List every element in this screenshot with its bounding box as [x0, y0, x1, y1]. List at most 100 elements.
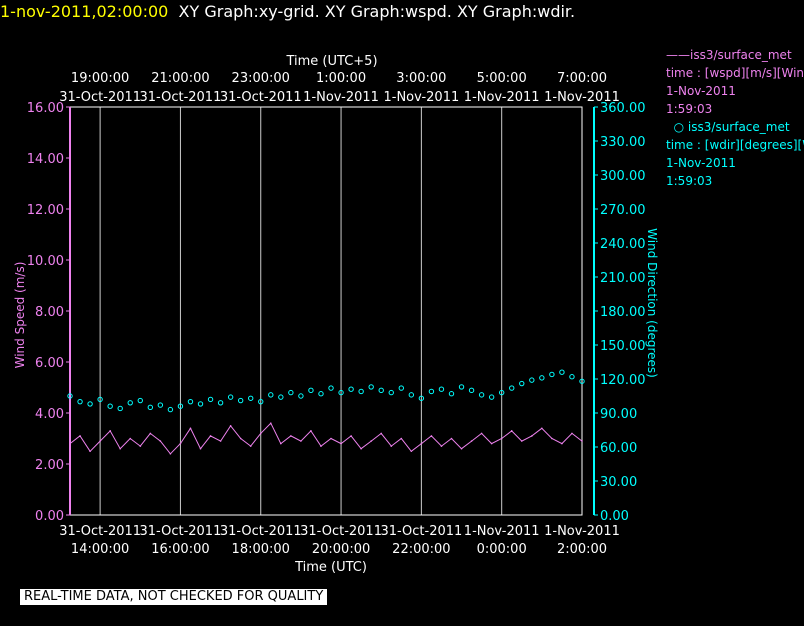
x-top-tick-time: 7:00:00: [557, 71, 607, 86]
series-wspd-point: [159, 440, 162, 442]
legend-wspd-date: 1-Nov-2011: [666, 84, 736, 98]
y-left-tick-label: 10.00: [27, 254, 64, 269]
series-wspd-point: [139, 445, 142, 447]
series-wspd-point: [490, 442, 493, 445]
series-wdir-point: [428, 388, 435, 395]
x-top-tick-time: 3:00:00: [396, 71, 446, 86]
x-bottom-tick-time: 18:00:00: [232, 542, 290, 557]
series-wdir-point: [488, 394, 495, 400]
y-left-tick-label: 16.00: [27, 101, 64, 116]
series-wspd-point: [430, 435, 433, 437]
legend-wdir-time: 1:59:03: [666, 174, 713, 188]
series-wdir-point: [478, 392, 485, 398]
series-wdir-point: [258, 398, 264, 405]
series-wdir-point: [157, 402, 164, 408]
series-wspd-point: [360, 447, 362, 450]
series-wdir-point: [97, 396, 103, 403]
legend-wdir: ○ iss3/surface_met time : [wdir][degrees…: [666, 118, 804, 190]
grid-lines: [99, 107, 583, 515]
x-bottom-tick-date: 31-Oct-2011: [59, 524, 141, 539]
series-wdir-point: [318, 391, 324, 397]
series-wspd-point: [69, 442, 71, 445]
series-wspd-line: [69, 422, 583, 455]
series-wdir-point: [579, 378, 585, 384]
x-bottom-tick-time: 16:00:00: [151, 542, 209, 557]
x-top-tick-time: 1:00:00: [316, 71, 366, 86]
series-wspd-point: [410, 450, 413, 453]
series-wspd-point: [239, 437, 242, 440]
quality-disclaimer: REAL-TIME DATA, NOT CHECKED FOR QUALITY: [20, 589, 328, 605]
y-axis-left: 0.00 2.00 4.00 6.00 8.00 10.00 12.00 14.00 16.00: [27, 101, 71, 524]
x-bottom-tick-time: 22:00:00: [392, 542, 450, 557]
y-left-tick-label: 14.00: [27, 152, 64, 167]
series-wspd-point: [149, 432, 152, 435]
legend-wdir-source: ○ iss3/surface_met: [666, 120, 790, 134]
series-wdir-point: [288, 389, 294, 396]
y-right-tick-label: 360.00: [600, 101, 646, 116]
series-wdir-point: [398, 385, 404, 391]
series-wdir-point: [227, 394, 234, 400]
x-bottom-tick-date: 31-Oct-2011: [140, 524, 222, 539]
series-wdir-point: [278, 394, 284, 400]
series-wdir-point: [237, 397, 244, 404]
legend-wspd: ——iss3/surface_met time : [wspd][m/s][Wi…: [666, 46, 804, 118]
series-wdir-point: [87, 401, 93, 407]
series-wdir-point: [529, 377, 535, 383]
series-wspd-point: [280, 442, 282, 445]
y-right-tick-label: 300.00: [600, 169, 646, 184]
series-wspd-point: [290, 435, 292, 437]
series-wdir-point: [167, 406, 174, 413]
series-wspd-point: [310, 430, 312, 432]
series-wspd-point: [571, 432, 573, 435]
series-wspd-point: [370, 440, 372, 442]
x-bottom-tick-date: 31-Oct-2011: [220, 524, 302, 539]
series-wdir-point: [117, 405, 123, 412]
series-wspd-point: [300, 440, 302, 442]
y-right-tick-label: 30.00: [600, 475, 637, 490]
series-wspd-point: [500, 437, 503, 440]
series-wdir-point: [549, 371, 555, 378]
series-wspd-point: [189, 427, 192, 430]
series-wdir-point: [388, 389, 394, 396]
series-wdir-point: [468, 387, 475, 394]
x-bottom-tick-time: 2:00:00: [557, 542, 607, 557]
series-wdir-point: [127, 400, 133, 406]
series-wspd-point: [510, 430, 513, 432]
y-left-tick-label: 4.00: [35, 407, 64, 422]
series-wspd-point: [209, 435, 212, 437]
series-wdir-point: [147, 404, 154, 411]
series-wdir-point: [408, 392, 415, 398]
series-layer: [67, 369, 585, 455]
y-right-tick-label: 60.00: [600, 441, 637, 456]
series-wspd-point: [380, 432, 383, 435]
x-top-tick-date: 31-Oct-2011: [140, 90, 222, 105]
series-wdir-point: [378, 387, 384, 394]
x-bottom-tick-date: 1-Nov-2011: [464, 524, 540, 539]
series-wdir-point: [207, 396, 214, 403]
x-axis-top: 19:00:00 31-Oct-2011 21:00:00 31-Oct-2011 23…: [59, 71, 620, 105]
series-wdir-point: [539, 375, 545, 381]
series-wdir-point: [569, 374, 575, 380]
series-wdir-point: [368, 384, 374, 390]
series-wdir-point: [338, 389, 344, 396]
y-right-tick-label: 210.00: [600, 271, 646, 286]
series-wdir-point: [358, 388, 364, 395]
legend-wdir-date: 1-Nov-2011: [666, 156, 736, 170]
series-wspd-point: [390, 445, 393, 447]
series-wdir-point: [438, 386, 445, 392]
legend-wdir-field: time : [wdir][degrees][Wind Direction]: [666, 138, 804, 152]
series-wspd-point: [450, 437, 453, 440]
series-wdir-point: [137, 397, 143, 404]
x-bottom-tick-time: 0:00:00: [477, 542, 527, 557]
x-top-tick-date: 1-Nov-2011: [464, 90, 540, 105]
y-axis-right-label: Wind Direction (degrees): [645, 228, 659, 378]
y-left-tick-label: 2.00: [35, 458, 64, 473]
series-wspd-point: [581, 440, 583, 442]
series-wspd-point: [169, 453, 172, 455]
header-graph-list: XY Graph:xy-grid. XY Graph:wspd. XY Grap…: [178, 2, 576, 21]
x-top-tick-date: 31-Oct-2011: [220, 90, 302, 105]
series-wspd-point: [320, 445, 322, 447]
y-right-tick-label: 90.00: [600, 407, 637, 422]
y-right-tick-label: 270.00: [600, 203, 646, 218]
